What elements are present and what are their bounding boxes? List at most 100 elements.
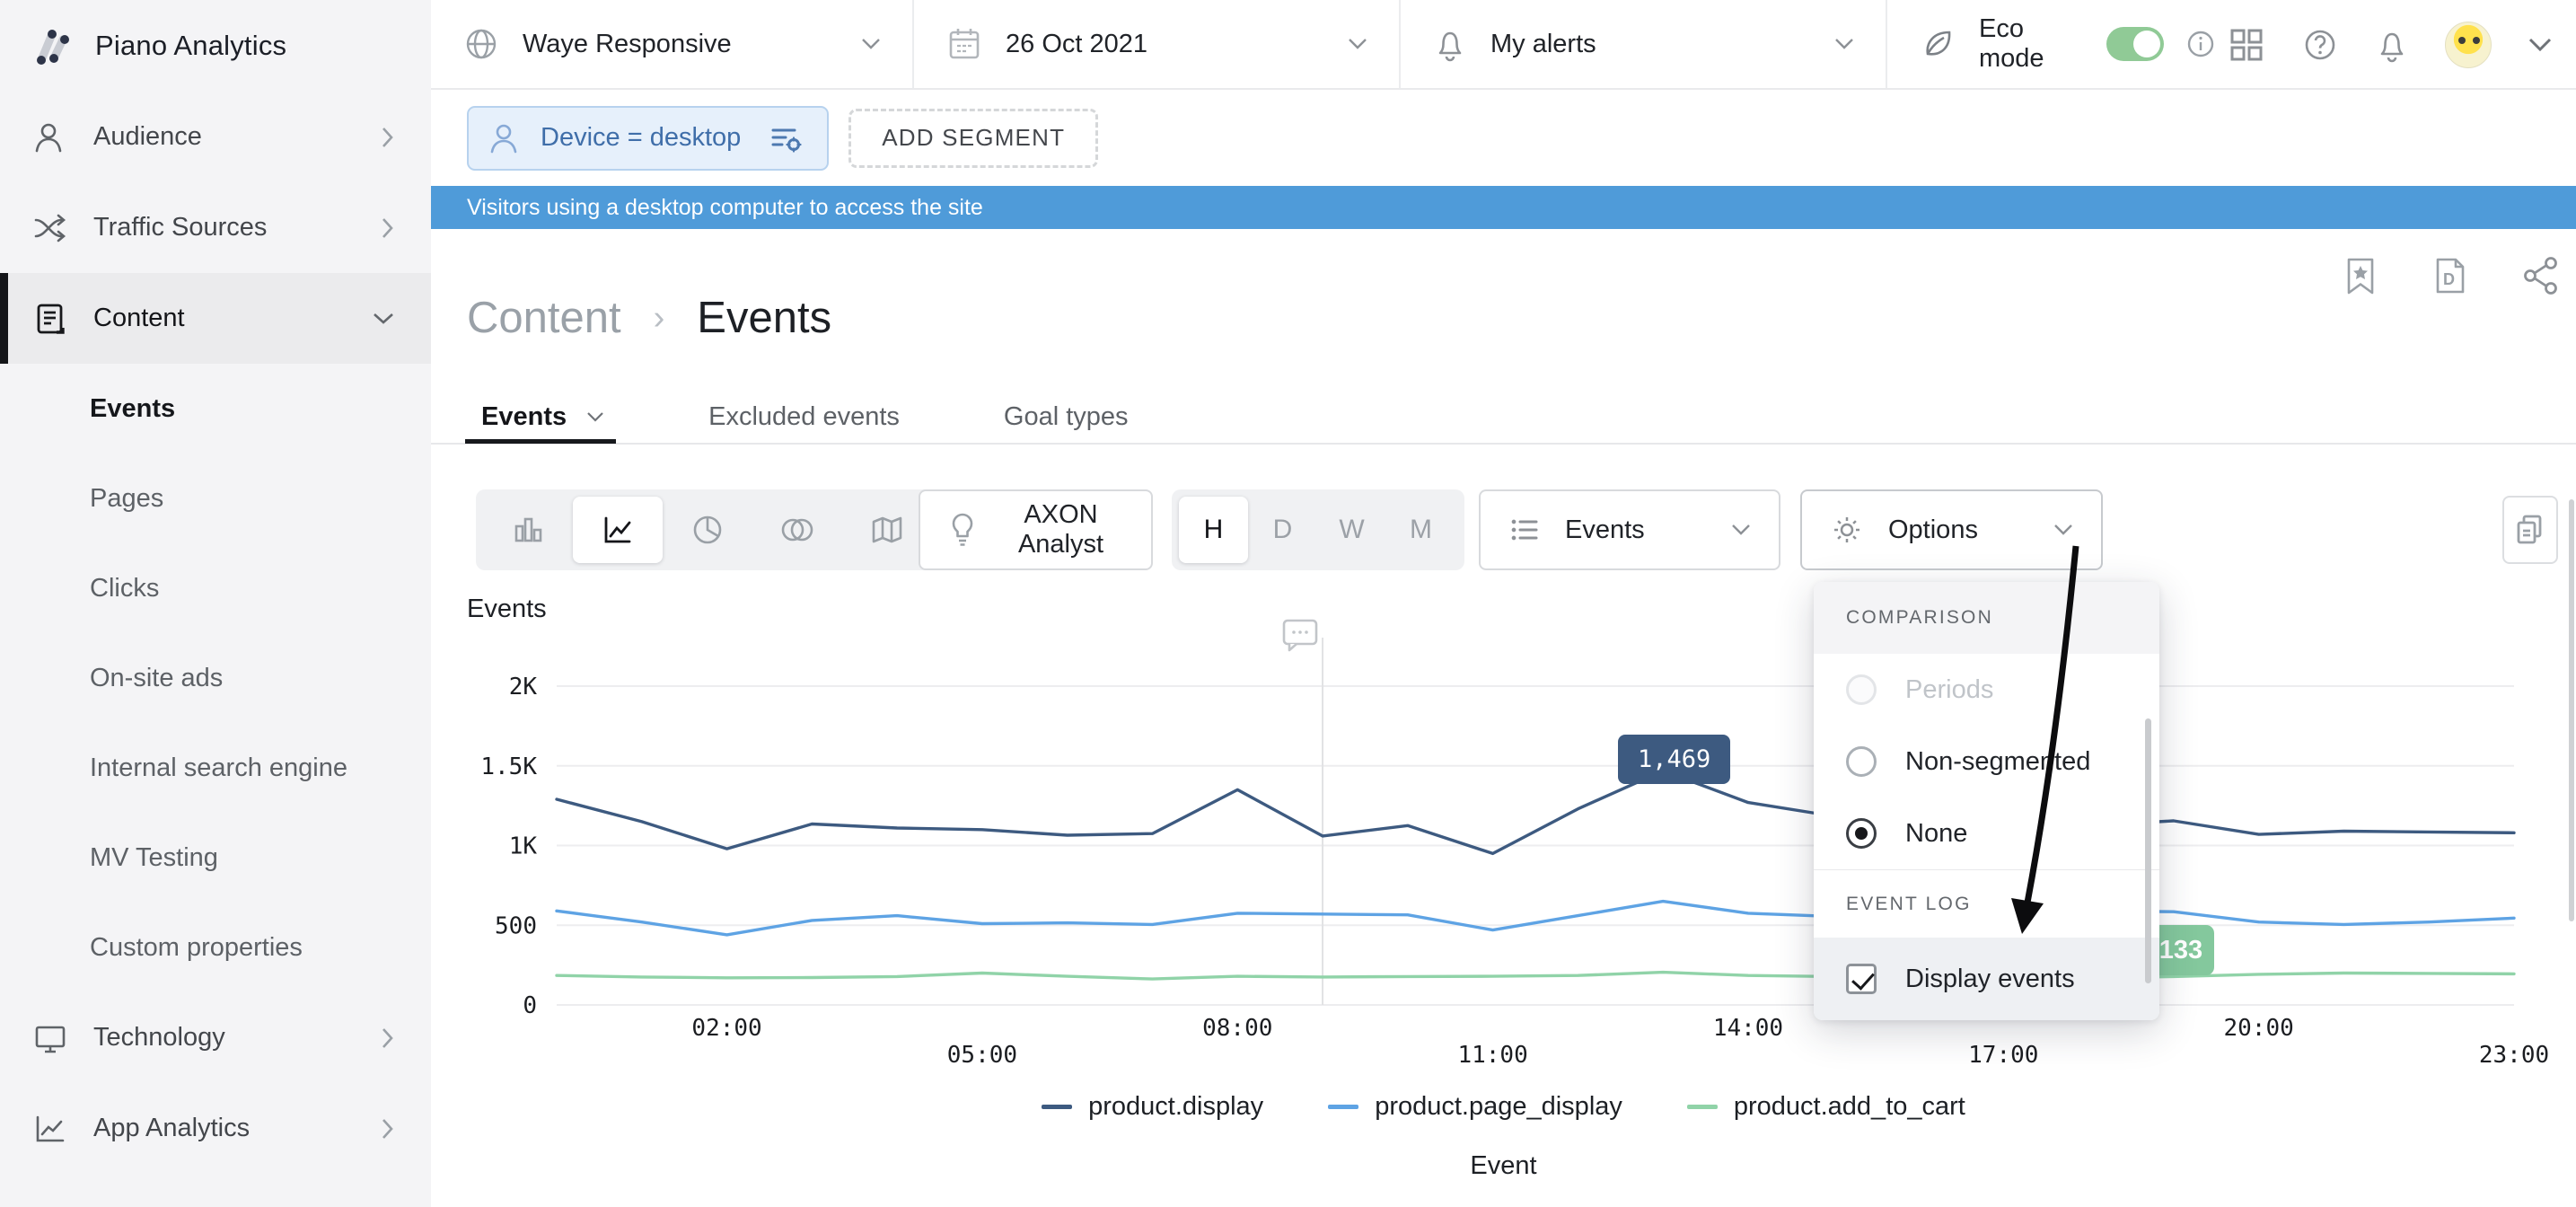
- granularity-week-button[interactable]: W: [1339, 515, 1365, 544]
- sidebar-item-mv-testing[interactable]: MV Testing: [90, 842, 218, 872]
- menu-option-label: Non-segmented: [1905, 746, 2091, 776]
- audience-icon: [32, 120, 68, 154]
- sidebar-item-app-analytics[interactable]: App Analytics: [0, 1083, 431, 1174]
- tab-goal-types[interactable]: Goal types: [1003, 401, 1129, 431]
- breadcrumb-parent[interactable]: Content: [467, 294, 621, 342]
- sidebar-item-label: Technology: [93, 1023, 225, 1052]
- legend-label: product.display: [1088, 1092, 1264, 1121]
- bar-chart-type-button[interactable]: [483, 497, 573, 563]
- user-avatar[interactable]: [2445, 22, 2492, 68]
- line-chart-type-button[interactable]: [573, 497, 663, 563]
- tab-events[interactable]: Events: [481, 402, 604, 432]
- event-log-section-header: EVENT LOG: [1846, 893, 1972, 914]
- map-chart-type-button[interactable]: [842, 497, 932, 563]
- tab-excluded-events[interactable]: Excluded events: [708, 401, 900, 431]
- apps-grid-icon[interactable]: [2228, 26, 2265, 64]
- menu-option-label: None: [1905, 818, 1968, 848]
- sidebar-item-content[interactable]: Content: [0, 273, 431, 364]
- menu-option-periods[interactable]: Periods: [1814, 654, 2159, 726]
- copy-report-button[interactable]: [2502, 496, 2558, 564]
- menu-option-none[interactable]: None: [1814, 797, 2159, 869]
- events-line-chart[interactable]: Events 2K 1.5K 1K 500 0 02:00 05:00 08:00 11:00 1…: [431, 575, 2576, 1087]
- chevron-down-icon: [1347, 38, 1368, 50]
- legend-swatch-product-add-to-cart: [1686, 1105, 1718, 1109]
- tab-events-label: Events: [481, 401, 567, 431]
- topbar-icon-cluster: [2228, 0, 2553, 90]
- options-dropdown-label: Options: [1888, 515, 1978, 544]
- chevron-down-icon: [2053, 524, 2074, 536]
- chevron-right-icon: [381, 1026, 395, 1050]
- active-tab-underline: [465, 439, 616, 444]
- venn-chart-type-button[interactable]: [752, 497, 842, 563]
- radio-none[interactable]: [1846, 818, 1877, 849]
- notifications-bell-icon[interactable]: [2375, 26, 2409, 64]
- comment-annotation-icon[interactable]: [1280, 616, 1320, 654]
- user-menu-chevron-icon[interactable]: [2528, 37, 2553, 53]
- share-icon[interactable]: [2521, 255, 2561, 296]
- chevron-down-icon: [860, 38, 882, 50]
- legend-item[interactable]: product.page_display: [1328, 1092, 1622, 1122]
- globe-icon: [463, 26, 499, 62]
- report-document-icon[interactable]: D: [2431, 255, 2469, 296]
- page-title: Events: [697, 294, 832, 342]
- radio-non-segmented[interactable]: [1846, 746, 1877, 777]
- metric-dropdown[interactable]: Events: [1479, 489, 1780, 570]
- segment-settings-icon[interactable]: [768, 122, 804, 154]
- sidebar-item-onsite-ads[interactable]: On-site ads: [90, 663, 224, 692]
- page-scrollbar[interactable]: [2569, 499, 2574, 921]
- chevron-down-icon: [372, 312, 395, 326]
- content-icon: [32, 301, 68, 337]
- active-segment-chip[interactable]: Device = desktop: [467, 105, 830, 171]
- chart-title: Events: [467, 595, 547, 623]
- bookmark-star-icon[interactable]: [2342, 255, 2379, 296]
- sidebar-item-technology[interactable]: Technology: [0, 992, 431, 1083]
- my-alerts-selector[interactable]: My alerts: [1401, 0, 1887, 88]
- chart-canvas: 2K 1.5K 1K 500 0 02:00 05:00 08:00 11:00 14:00 17:…: [480, 638, 2549, 1069]
- eco-mode-label: Eco mode: [1979, 14, 2044, 73]
- legend-label: product.page_display: [1375, 1092, 1622, 1121]
- sidebar-item-label: Traffic Sources: [93, 213, 268, 242]
- legend-item[interactable]: product.add_to_cart: [1686, 1092, 1965, 1122]
- menu-scrollbar[interactable]: [2145, 718, 2151, 983]
- segment-description-banner: Visitors using a desktop computer to acc…: [431, 186, 2576, 229]
- sidebar-item-internal-search[interactable]: Internal search engine: [90, 753, 347, 782]
- breadcrumb: Content › Events: [467, 293, 831, 343]
- list-icon: [1508, 515, 1542, 545]
- menu-option-display-events[interactable]: Display events: [1814, 938, 2159, 1020]
- chart-legend: product.display product.page_display pro…: [431, 1092, 2576, 1122]
- bell-icon: [1433, 25, 1467, 63]
- sidebar-item-custom-properties[interactable]: Custom properties: [90, 932, 303, 962]
- checkbox-display-events[interactable]: [1846, 964, 1877, 994]
- menu-option-non-segmented[interactable]: Non-segmented: [1814, 726, 2159, 797]
- granularity-month-button[interactable]: M: [1410, 515, 1432, 544]
- pie-chart-type-button[interactable]: [663, 497, 752, 563]
- help-icon[interactable]: [2301, 26, 2339, 64]
- sidebar-item-traffic-sources[interactable]: Traffic Sources: [0, 182, 431, 273]
- legend-swatch-product-display: [1042, 1105, 1073, 1109]
- sidebar: Piano Analytics Audience Traffic Sources: [0, 0, 431, 1207]
- active-segment-label: Device = desktop: [541, 123, 742, 152]
- svg-text:14:00: 14:00: [1713, 1015, 1783, 1042]
- axon-analyst-button[interactable]: AXON Analyst: [919, 489, 1153, 570]
- sidebar-item-audience[interactable]: Audience: [0, 92, 431, 182]
- sidebar-item-pages[interactable]: Pages: [90, 483, 164, 513]
- svg-text:17:00: 17:00: [1968, 1042, 2038, 1069]
- leaf-icon: [1920, 26, 1956, 62]
- date-picker[interactable]: 26 Oct 2021: [914, 0, 1401, 88]
- site-selector-label: Waye Responsive: [523, 29, 732, 58]
- site-selector[interactable]: Waye Responsive: [431, 0, 914, 88]
- eco-mode-toggle[interactable]: [2106, 27, 2164, 61]
- radio-periods[interactable]: [1846, 674, 1877, 705]
- segment-user-icon: [488, 121, 519, 155]
- add-segment-button[interactable]: ADD SEGMENT: [848, 108, 1099, 168]
- granularity-day-button[interactable]: D: [1272, 515, 1293, 544]
- legend-item[interactable]: product.display: [1042, 1092, 1263, 1122]
- svg-text:23:00: 23:00: [2479, 1042, 2549, 1069]
- sidebar-item-clicks[interactable]: Clicks: [90, 573, 160, 603]
- granularity-hour-button[interactable]: H: [1179, 497, 1248, 563]
- info-icon[interactable]: [2185, 29, 2216, 59]
- menu-option-label: Periods: [1905, 674, 1994, 704]
- options-dropdown[interactable]: Options: [1800, 489, 2103, 570]
- sidebar-item-events[interactable]: Events: [90, 393, 176, 423]
- tab-bar-divider: [431, 443, 2576, 445]
